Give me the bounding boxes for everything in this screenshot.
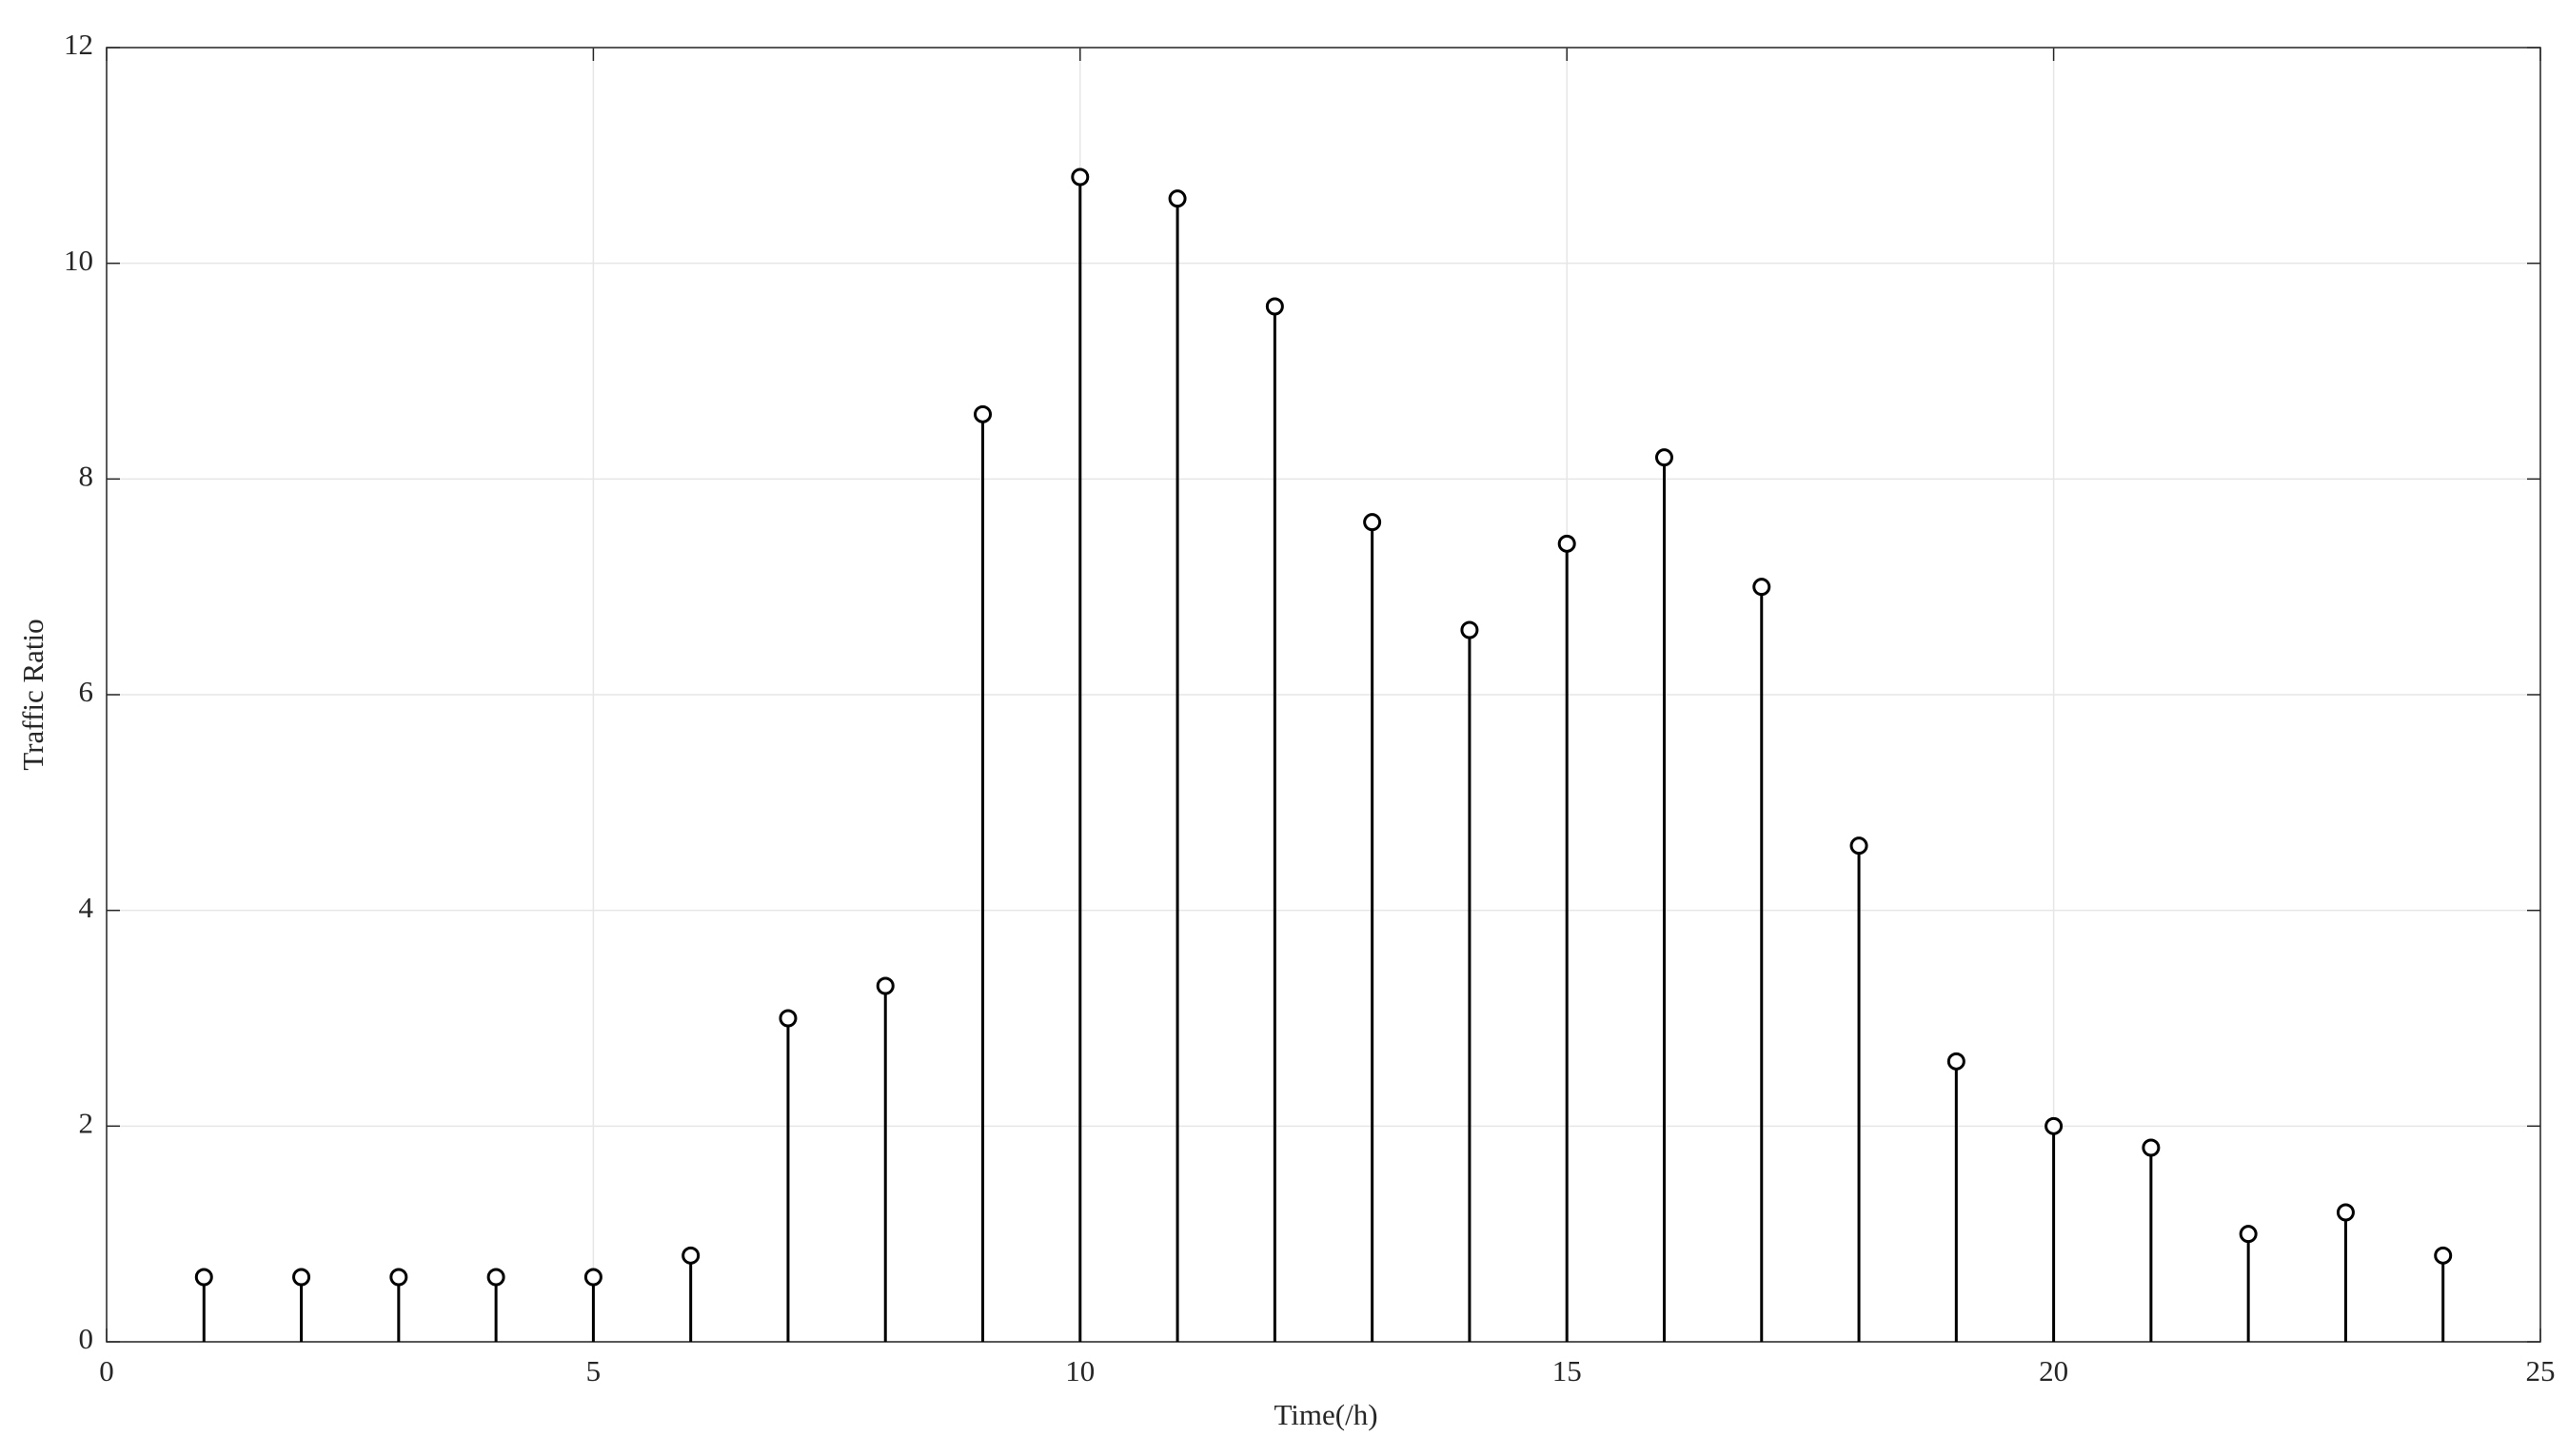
y-tick-label: 10 [64, 244, 93, 277]
stem-marker [1071, 167, 1090, 187]
stem-marker [486, 1268, 505, 1287]
stem-marker [2434, 1246, 2453, 1265]
y-tick-label: 0 [79, 1322, 94, 1355]
x-tick-label: 15 [1552, 1354, 1582, 1387]
stem-marker [2045, 1116, 2064, 1135]
stem-marker [389, 1268, 408, 1287]
stem-marker [1849, 836, 1868, 856]
stem-marker [779, 1009, 798, 1028]
y-tick-label: 6 [79, 675, 94, 708]
y-tick-label: 2 [79, 1106, 94, 1139]
stem-marker [292, 1268, 311, 1287]
stem-marker [2239, 1225, 2258, 1244]
stem-marker [974, 404, 993, 423]
stem-marker [1752, 578, 1771, 597]
stem-marker [1946, 1052, 1966, 1071]
stem-marker [1460, 620, 1479, 639]
stem-marker [1363, 513, 1382, 532]
x-tick-label: 25 [2526, 1354, 2556, 1387]
plot-frame [106, 47, 2541, 1343]
stem-marker [876, 976, 895, 995]
x-tick-label: 20 [2039, 1354, 2068, 1387]
stem-marker [2142, 1138, 2161, 1157]
y-tick-label: 4 [79, 891, 94, 924]
x-tick-label: 10 [1065, 1354, 1095, 1387]
y-tick-label: 8 [79, 459, 94, 492]
y-tick-label: 12 [64, 28, 93, 61]
stem-marker [2336, 1203, 2355, 1222]
stem-marker [1654, 448, 1673, 467]
stem-marker [1265, 297, 1284, 316]
stem-marker [1557, 534, 1576, 553]
x-tick-label: 5 [586, 1354, 602, 1387]
stem-marker [682, 1246, 701, 1265]
y-axis-label: Traffic Ratio [16, 619, 49, 770]
x-axis-label: Time(/h) [1274, 1398, 1377, 1431]
stem-marker [1168, 189, 1187, 208]
stem-marker [194, 1268, 213, 1287]
stem-marker [583, 1268, 602, 1287]
x-tick-label: 0 [99, 1354, 114, 1387]
